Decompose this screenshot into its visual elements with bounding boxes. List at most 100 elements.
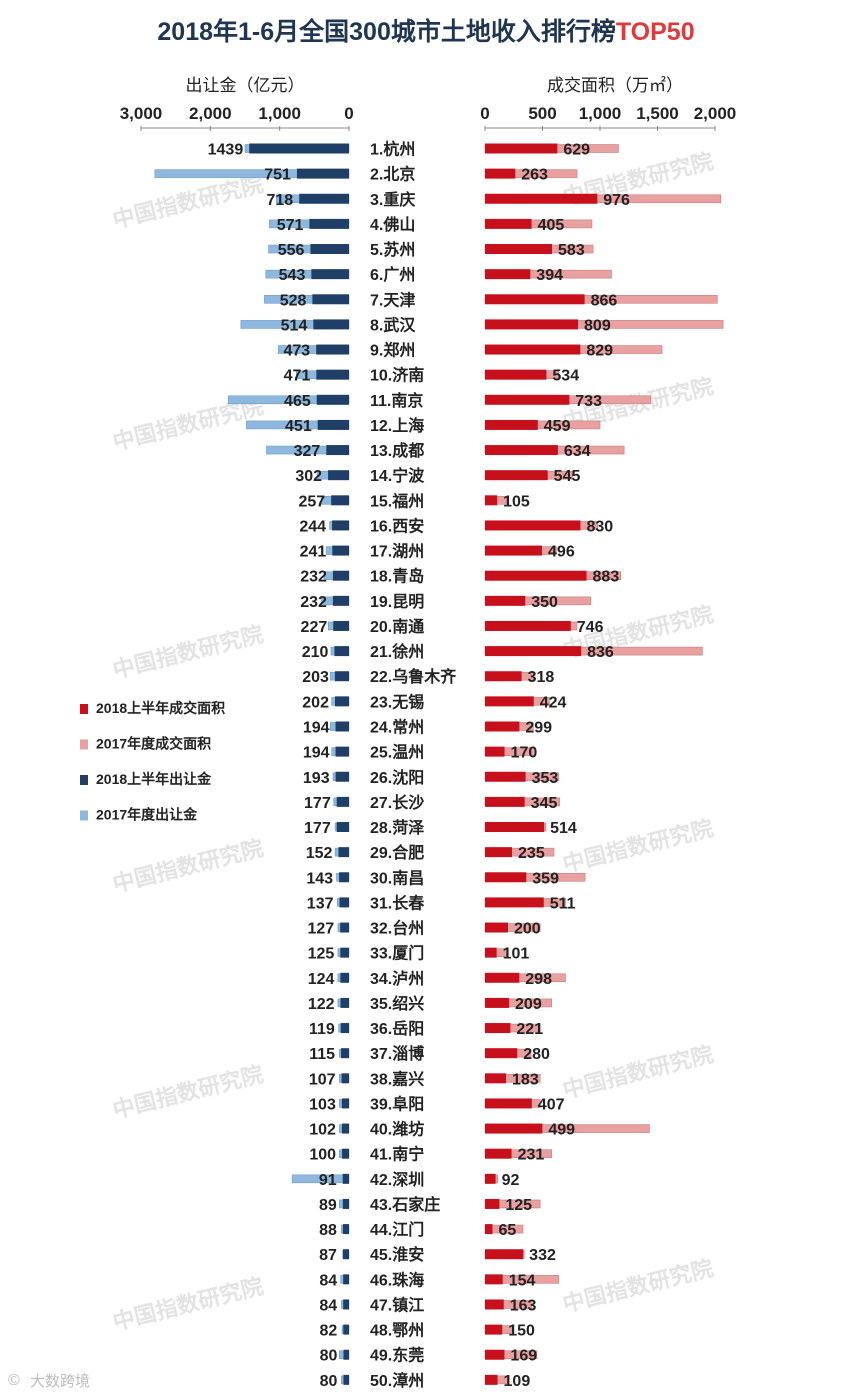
- bar-area-2018: [485, 1073, 507, 1084]
- bar-area-2018: [485, 696, 534, 707]
- revenue-data-label: 177: [304, 795, 331, 812]
- area-data-label: 125: [505, 1197, 532, 1214]
- revenue-data-label: 203: [302, 669, 329, 686]
- revenue-data-label: 465: [284, 393, 311, 410]
- bar-revenue-2018: [343, 1274, 349, 1285]
- city-row: 50.漳州 80 109: [320, 1371, 531, 1390]
- bar-area-2018: [485, 721, 520, 732]
- city-label: 38.嘉兴: [370, 1069, 424, 1088]
- city-row: 4.佛山 571 405: [268, 215, 593, 234]
- area-data-label: 332: [529, 1247, 556, 1264]
- bar-area-2018: [485, 646, 582, 657]
- city-row: 26.沈阳 193 353: [303, 768, 559, 787]
- bar-revenue-2018: [343, 1374, 349, 1385]
- bar-area-2018: [485, 545, 543, 556]
- city-label: 36.岳阳: [370, 1019, 424, 1038]
- revenue-data-label: 152: [306, 845, 333, 862]
- bar-area-2018: [485, 746, 505, 757]
- bar-area-2018: [485, 319, 579, 330]
- city-label: 7.天津: [370, 291, 415, 309]
- bar-area-2018: [485, 1274, 503, 1285]
- city-label: 49.东莞: [370, 1346, 424, 1365]
- bar-area-2018: [485, 143, 558, 154]
- area-data-label: 154: [509, 1272, 536, 1289]
- revenue-data-label: 327: [294, 443, 321, 460]
- bar-area-2018: [485, 1349, 505, 1360]
- city-row: 9.郑州 473 829: [277, 341, 663, 360]
- bar-area-2018: [485, 470, 548, 481]
- bar-area-2018: [485, 1249, 524, 1260]
- bar-area-2018: [485, 997, 510, 1008]
- bar-revenue-2018: [336, 796, 349, 807]
- bar-revenue-2018: [342, 1224, 349, 1235]
- city-row: 48.鄂州 82 150: [320, 1322, 536, 1340]
- city-row: 10.济南 471 534: [284, 366, 580, 385]
- bar-area-2018: [485, 244, 553, 255]
- revenue-data-label: 80: [320, 1373, 338, 1390]
- city-row: 46.珠海 84 154: [319, 1270, 559, 1289]
- city-label: 17.湖州: [370, 543, 424, 561]
- city-row: 30.南昌 143 359: [306, 868, 586, 887]
- bar-area-2018: [485, 495, 498, 506]
- bar-revenue-2018: [343, 1299, 349, 1310]
- area-data-label: 235: [518, 845, 545, 862]
- bar-revenue-2018: [336, 822, 349, 833]
- bar-revenue-2018: [334, 646, 349, 657]
- bar-area-2018: [485, 897, 544, 908]
- revenue-data-label: 451: [285, 418, 312, 435]
- revenue-data-label: 257: [298, 493, 325, 510]
- watermark-text: 中国指数研究院: [110, 1273, 265, 1335]
- bar-area-2018: [485, 445, 558, 456]
- legend-entry-label: 2018上半年出让金: [96, 771, 212, 787]
- revenue-data-label: 302: [295, 468, 322, 485]
- city-row: 21.徐州 210 836: [302, 642, 703, 661]
- bar-revenue-2018: [340, 922, 349, 933]
- revenue-data-label: 143: [306, 870, 333, 887]
- bar-area-2018: [485, 1198, 500, 1209]
- revenue-data-label: 82: [320, 1323, 338, 1340]
- revenue-data-label: 556: [278, 242, 305, 259]
- revenue-data-label: 103: [309, 1096, 336, 1113]
- revenue-data-label: 751: [264, 167, 291, 184]
- revenue-data-label: 210: [302, 644, 329, 661]
- city-row: 8.武汉 514 809: [240, 315, 724, 334]
- revenue-data-label: 115: [309, 1046, 335, 1063]
- area-data-label: 634: [564, 443, 591, 460]
- bar-area-2018: [485, 218, 532, 229]
- bar-area-2018: [485, 419, 538, 430]
- area-data-label: 101: [503, 946, 530, 963]
- area-data-label: 836: [587, 644, 614, 661]
- revenue-data-label: 124: [308, 971, 335, 988]
- left-axis-tick-label: 2,000: [189, 104, 232, 123]
- right-axis-title: 成交面积（万㎡）: [547, 76, 683, 95]
- city-row: 44.江门 88 65: [319, 1220, 524, 1239]
- bar-revenue-2018: [341, 1123, 349, 1134]
- area-data-label: 150: [508, 1323, 535, 1340]
- bar-revenue-2018: [334, 671, 349, 682]
- bar-revenue-2018: [341, 1048, 349, 1059]
- city-label: 18.青岛: [370, 567, 424, 586]
- city-label: 11.南京: [370, 391, 423, 410]
- area-data-label: 221: [516, 1021, 543, 1038]
- legend-swatch: [80, 739, 88, 750]
- bar-area-2018: [485, 1098, 532, 1109]
- city-label: 46.珠海: [370, 1270, 424, 1289]
- bar-area-2018: [485, 1023, 511, 1034]
- city-label: 42.深圳: [370, 1170, 424, 1189]
- city-row: 11.南京 465 733: [228, 391, 651, 410]
- bar-revenue-2018: [340, 947, 349, 958]
- area-data-label: 163: [510, 1297, 537, 1314]
- revenue-data-label: 232: [300, 569, 327, 586]
- area-data-label: 209: [515, 996, 542, 1013]
- city-label: 32.台州: [370, 919, 424, 938]
- city-label: 40.潍坊: [370, 1120, 424, 1139]
- area-data-label: 459: [544, 418, 571, 435]
- revenue-data-label: 471: [284, 368, 311, 385]
- bar-revenue-2018: [316, 394, 349, 405]
- city-row: 24.常州 194 299: [303, 717, 552, 736]
- city-label: 31.长春: [370, 893, 425, 912]
- revenue-data-label: 88: [319, 1222, 337, 1239]
- left-axis-tick-label: 3,000: [120, 104, 163, 123]
- area-data-label: 746: [577, 619, 604, 636]
- revenue-data-label: 227: [301, 619, 328, 636]
